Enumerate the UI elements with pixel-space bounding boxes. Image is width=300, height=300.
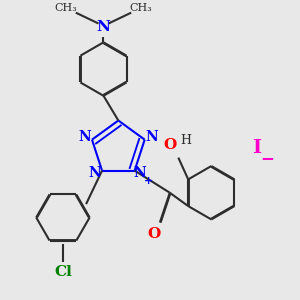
Text: N: N bbox=[145, 130, 158, 144]
Text: H: H bbox=[181, 134, 192, 147]
Text: O: O bbox=[147, 227, 161, 241]
Text: CH₃: CH₃ bbox=[55, 3, 77, 13]
Text: N: N bbox=[133, 166, 146, 180]
Text: N: N bbox=[79, 130, 92, 144]
Text: +: + bbox=[144, 176, 153, 185]
Text: O: O bbox=[164, 138, 177, 152]
Text: I: I bbox=[252, 139, 261, 157]
Text: N: N bbox=[97, 20, 110, 34]
Text: −: − bbox=[260, 149, 274, 167]
Text: N: N bbox=[89, 166, 101, 180]
Text: Cl: Cl bbox=[54, 265, 72, 279]
Text: CH₃: CH₃ bbox=[130, 3, 152, 13]
